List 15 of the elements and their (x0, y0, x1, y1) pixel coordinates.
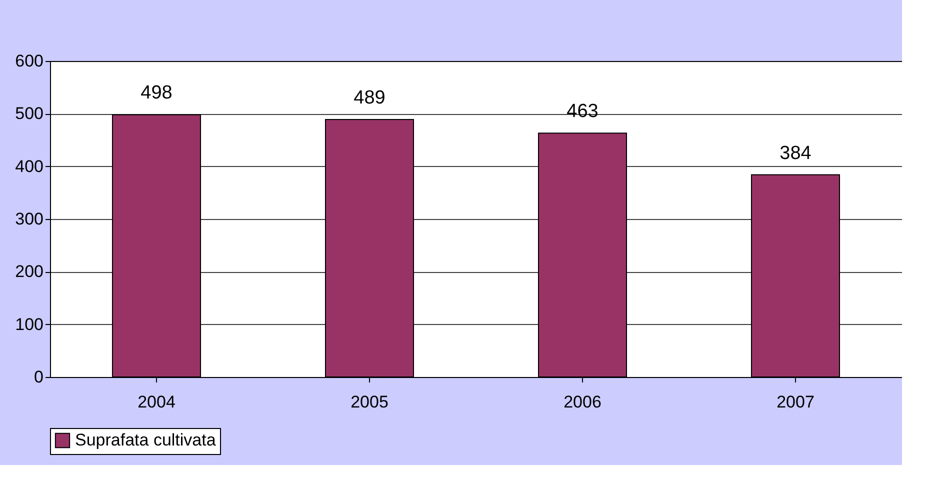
data-label: 384 (780, 142, 812, 164)
x-tick-label: 2006 (564, 392, 602, 412)
y-tick-label: 0 (34, 368, 44, 386)
y-tick-label: 200 (15, 262, 44, 282)
y-tick-label: 500 (15, 104, 44, 124)
x-tick-label: 2005 (350, 392, 388, 412)
data-label: 489 (354, 87, 386, 108)
x-tick-label: 2007 (776, 392, 814, 412)
y-tick-label: 300 (15, 210, 44, 228)
legend-label: Suprafata cultivata (75, 430, 216, 450)
y-tick-label: 600 (15, 52, 44, 70)
x-tick-label: 2004 (138, 392, 176, 412)
data-label: 498 (140, 82, 172, 104)
y-tick-label: 400 (15, 156, 44, 176)
y-tick-label: 100 (15, 314, 44, 334)
